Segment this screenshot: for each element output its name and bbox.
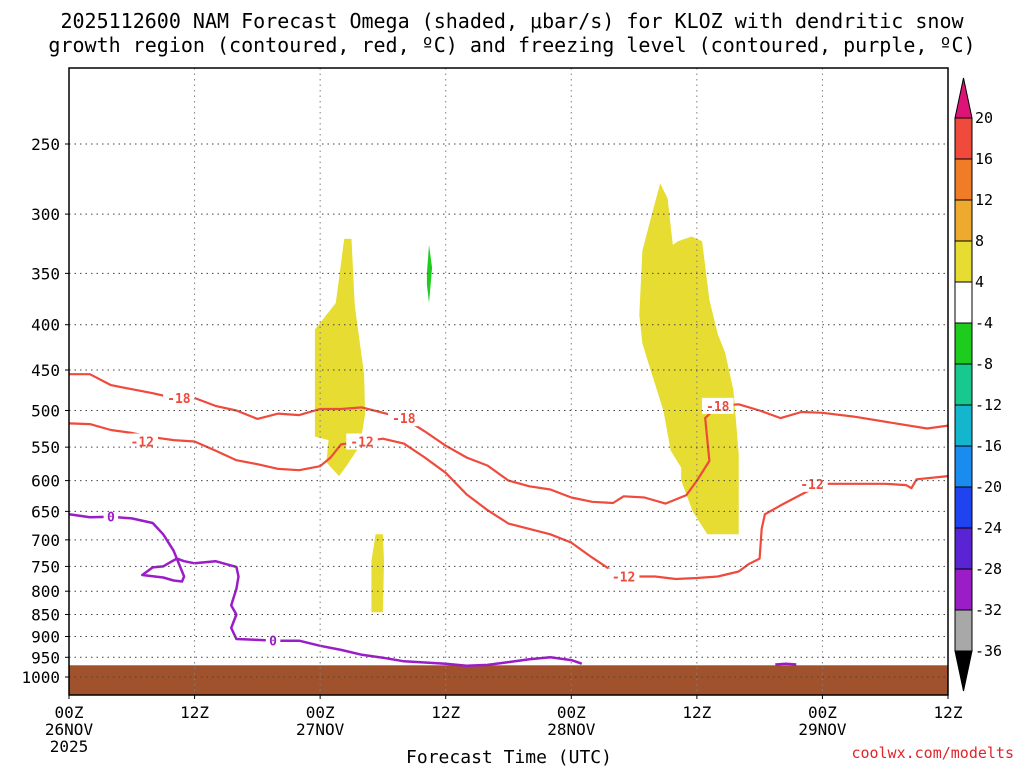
contour-label-minus-12-3: -12: [800, 478, 823, 493]
contour-label-bg: [607, 568, 640, 585]
contour-label-bg: [796, 475, 828, 492]
colorbar-label--24: -24: [975, 519, 1002, 537]
x-tick-label-48-0: 00Z: [557, 703, 586, 722]
colorbar-label--8: -8: [975, 355, 993, 373]
omega-region-yellow-area-day27b: [371, 534, 384, 613]
x-tick-label-24-1: 27NOV: [296, 720, 345, 739]
chart-title-line-2: growth region (contoured, red, ºC) and f…: [48, 33, 975, 57]
chart-title: 2025112600 NAM Forecast Omega (shaded, μ…: [48, 9, 975, 57]
x-tick-label-24-0: 00Z: [306, 703, 335, 722]
colorbar-label--4: -4: [975, 314, 993, 332]
colorbar-segment: [954, 445, 973, 488]
contour-label-bg: [163, 389, 195, 406]
chart-title-line-1: 2025112600 NAM Forecast Omega (shaded, μ…: [60, 9, 964, 33]
x-tick-label-84-0: 12Z: [934, 703, 963, 722]
contour-label-zero-line-0: 0: [107, 511, 115, 526]
colorbar-top-triangle: [954, 77, 973, 119]
y-tick-label-500: 500: [31, 402, 60, 421]
contour-label-bg: [388, 410, 420, 427]
x-tick-label-72-0: 00Z: [808, 703, 837, 722]
contour-minus-12: [69, 422, 948, 581]
contour-label-bg: [702, 397, 734, 414]
contour-label-minus-18-1: -18: [392, 412, 416, 427]
colorbar-segment: [954, 117, 973, 160]
y-tick-label-750: 750: [31, 557, 60, 576]
x-tick-label-0-2: 2025: [50, 737, 89, 756]
grid-lines: [68, 68, 949, 695]
contour-label-minus-18-2: -18: [706, 400, 730, 415]
colorbar-label--12: -12: [975, 396, 1002, 414]
colorbar-segment: [954, 527, 973, 570]
colorbar-label-8: 8: [975, 232, 984, 250]
y-tick-label-350: 350: [31, 264, 60, 283]
x-axis-title: Forecast Time (UTC): [406, 747, 612, 768]
contour-label-minus-12-0: -12: [131, 436, 154, 451]
plot-border: [68, 67, 949, 696]
colorbar-bottom-triangle: [954, 650, 973, 692]
x-tick-label-48-1: 28NOV: [547, 720, 596, 739]
ground-below-surface: [69, 665, 948, 695]
y-tick-label-1000: 1000: [21, 668, 60, 687]
contour-label-minus-12-2: -12: [612, 571, 635, 586]
colorbar-segment: [954, 158, 973, 201]
y-tick-label-300: 300: [31, 205, 60, 224]
colorbar-segment: [954, 486, 973, 529]
x-tick-label-36-0: 12Z: [431, 703, 460, 722]
colorbar-label-4: 4: [975, 273, 984, 291]
y-tick-label-400: 400: [31, 316, 60, 335]
colorbar: 20 16 12 8 4 -4 -8 -12 -16 -20 -24 -28 -32 -36: [954, 77, 1002, 692]
plot-area: -18 -18 -18 -12 -12 -12 -12 0 0: [69, 183, 948, 695]
colorbar-segment: [954, 322, 973, 365]
omega-region-yellow-area-day27: [314, 238, 366, 477]
colorbar-label-16: 16: [975, 150, 993, 168]
plot-frame: [68, 67, 949, 696]
y-tick-label-550: 550: [31, 438, 60, 457]
y-tick-label-650: 650: [31, 502, 60, 521]
colorbar-label--28: -28: [975, 560, 1002, 578]
y-axis-ticks: 250 300 350 400 450 500 550 600 650 700 750 800 850 9…: [21, 135, 69, 687]
colorbar-label--16: -16: [975, 437, 1002, 455]
contour-label-bg: [103, 508, 119, 525]
contour-label-zero-line-1: 0: [269, 635, 277, 650]
x-tick-label-0-0: 00Z: [55, 703, 84, 722]
y-tick-label-700: 700: [31, 531, 60, 550]
contour-label-bg: [265, 632, 281, 649]
colorbar-segment: [954, 281, 973, 324]
contour-zero-line: [69, 513, 583, 667]
contour-zero-line-small: [775, 662, 797, 666]
colorbar-label--20: -20: [975, 478, 1002, 496]
contour-label-bg: [126, 433, 158, 450]
y-tick-label-800: 800: [31, 582, 60, 601]
colorbar-segment: [954, 199, 973, 242]
colorbar-label--32: -32: [975, 601, 1002, 619]
colorbar-segment: [954, 240, 973, 283]
contour-label-minus-12-1: -12: [350, 436, 373, 451]
colorbar-label-20: 20: [975, 109, 993, 127]
contour-label-minus-18-0: -18: [167, 392, 191, 407]
colorbar-segment: [954, 404, 973, 447]
colorbar-segment: [954, 568, 973, 611]
colorbar-segment: [954, 363, 973, 406]
y-tick-label-450: 450: [31, 361, 60, 380]
contour-label-bg: [346, 433, 378, 450]
y-tick-label-250: 250: [31, 135, 60, 154]
y-tick-label-850: 850: [31, 606, 60, 625]
colorbar-segment: [954, 609, 973, 652]
y-tick-label-950: 950: [31, 648, 60, 667]
omega-region-green-area: [426, 244, 433, 303]
colorbar-label--36: -36: [975, 642, 1002, 660]
x-tick-label-72-1: 29NOV: [798, 720, 847, 739]
credit-text: coolwx.com/modelts: [851, 744, 1014, 762]
omega-region-yellow-area-day28: [639, 183, 739, 535]
y-tick-label-600: 600: [31, 472, 60, 491]
x-tick-label-0-1: 26NOV: [45, 720, 94, 739]
x-tick-label-12-0: 12Z: [180, 703, 209, 722]
y-tick-label-900: 900: [31, 627, 60, 646]
colorbar-label-12: 12: [975, 191, 993, 209]
contour-minus-18: [69, 373, 948, 505]
x-tick-label-60-0: 12Z: [682, 703, 711, 722]
